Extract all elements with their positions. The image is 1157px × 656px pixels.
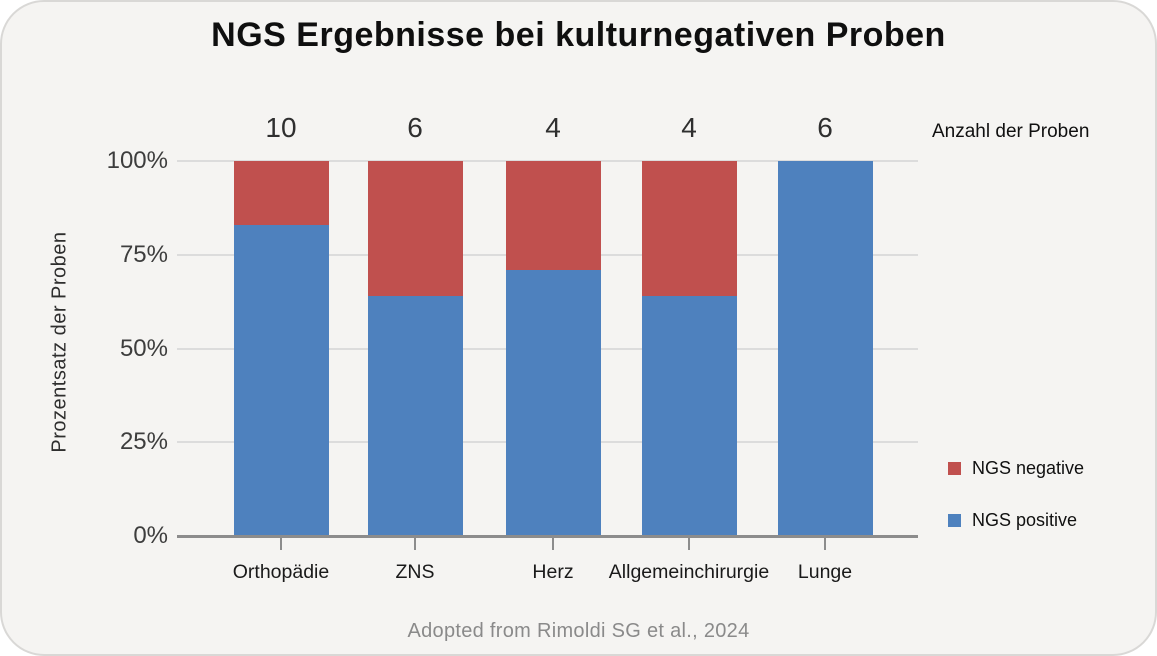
bar-segment-ngs-positive [505, 269, 601, 536]
x-label-Lunge: Lunge [797, 561, 853, 583]
bar-segment-ngs-positive [233, 224, 329, 536]
x-tick-Lunge [824, 537, 826, 550]
bar-segment-ngs-positive [367, 296, 463, 536]
y-tick-label-50: 50% [119, 334, 168, 362]
counts-label: Anzahl der Proben [932, 121, 1090, 142]
x-tick-Orthopädie [280, 537, 282, 550]
bar-ZNS [367, 161, 463, 536]
x-label-Herz: Herz [532, 561, 574, 583]
y-tick-label-0: 0% [133, 522, 168, 549]
count-value-Orthopädie: 10 [265, 112, 297, 143]
y-tick-label-75: 75% [119, 240, 168, 268]
x-label-Allgemeinchirurgie: Allgemeinchirurgie [608, 561, 770, 583]
bar-segment-ngs-negative [641, 161, 737, 296]
bar-segment-ngs-positive [641, 296, 737, 536]
bar-segment-ngs-negative [233, 161, 329, 225]
bar-Allgemeinchirurgie [641, 161, 737, 536]
legend-label: NGS negative [972, 458, 1085, 478]
bar-segment-ngs-negative [367, 161, 463, 296]
x-label-ZNS: ZNS [395, 561, 435, 583]
x-tick-Allgemeinchirurgie [688, 537, 690, 550]
plot-area [177, 160, 918, 538]
count-value-ZNS: 6 [407, 112, 423, 143]
count-value-Lunge: 6 [817, 112, 833, 143]
legend-label: NGS positive [972, 510, 1078, 530]
bar-Orthopädie [233, 161, 329, 536]
legend-item-ngs-positive: NGS positive [948, 509, 1084, 532]
x-label-Orthopädie: Orthopädie [232, 561, 330, 583]
y-tick-label-25: 25% [119, 428, 168, 456]
bar-Lunge [777, 161, 873, 536]
legend: NGS negative NGS positive [948, 457, 1084, 561]
bar-segment-ngs-negative [505, 161, 601, 270]
bar-segment-ngs-positive [777, 161, 873, 536]
y-tick-label-100: 100% [106, 147, 168, 174]
x-tick-ZNS [414, 537, 416, 550]
x-tick-Herz [552, 537, 554, 550]
legend-swatch-icon [948, 462, 961, 475]
chart-title: NGS Ergebnisse bei kulturnegativen Probe… [211, 16, 946, 54]
count-value-Herz: 4 [545, 112, 561, 143]
bar-Herz [505, 161, 601, 536]
legend-item-ngs-negative: NGS negative [948, 457, 1084, 480]
source-attribution: Adopted from Rimoldi SG et al., 2024 [407, 620, 750, 642]
x-axis-line [177, 535, 918, 538]
count-value-Allgemeinchirurgie: 4 [681, 112, 697, 143]
legend-swatch-icon [948, 514, 961, 527]
